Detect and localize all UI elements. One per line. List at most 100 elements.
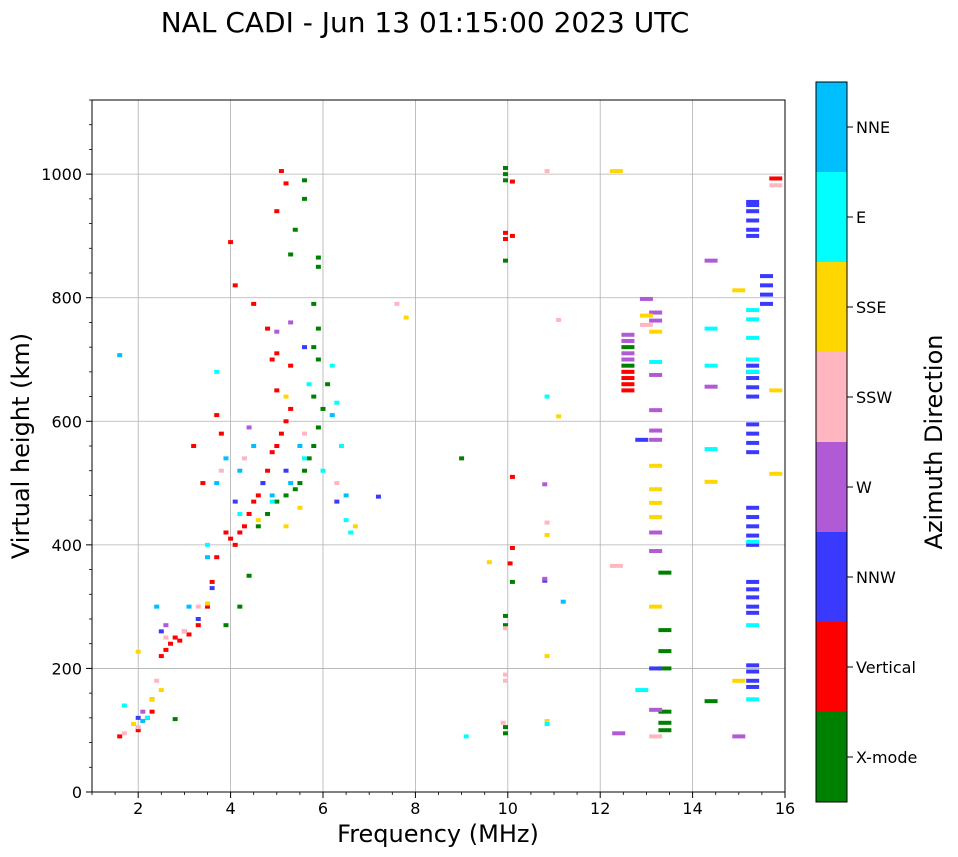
data-point-vertical (502, 237, 508, 242)
data-point-e (214, 369, 220, 374)
data-point-vertical (255, 493, 261, 498)
colorbar-swatch-sse (816, 262, 847, 352)
data-point-x-mode (292, 487, 298, 492)
data-point-nnw (649, 666, 663, 671)
data-point-ssw (334, 481, 340, 486)
data-point-w (621, 338, 635, 343)
data-point-nnw (746, 394, 760, 399)
data-point-vertical (218, 431, 224, 436)
data-point-sse (283, 394, 289, 399)
data-point-w (649, 310, 663, 315)
data-point-x-mode (621, 363, 635, 368)
data-point-nnw (746, 505, 760, 510)
data-point-e (144, 715, 150, 720)
data-point-vertical (237, 530, 243, 535)
data-point-nnw (334, 499, 340, 504)
data-point-nne (154, 604, 160, 609)
data-point-sse (255, 518, 261, 523)
data-point-sse (649, 515, 663, 520)
data-point-w (274, 329, 280, 334)
data-point-e (544, 394, 550, 399)
data-point-sse (649, 500, 663, 505)
data-point-nnw (302, 345, 308, 350)
data-point-nnw (158, 629, 164, 634)
data-point-sse (544, 532, 550, 537)
data-point-e (746, 623, 760, 628)
data-point-w (621, 332, 635, 337)
data-point-nne (117, 353, 123, 358)
data-point-sse (556, 414, 562, 419)
colorbar-label-w: W (856, 478, 872, 497)
data-point-sse (704, 479, 718, 484)
data-point-nnw (746, 684, 760, 689)
data-point-nnw (746, 669, 760, 674)
data-point-w (639, 296, 653, 301)
data-point-e (343, 518, 349, 523)
data-point-nnw (209, 586, 215, 591)
data-point-vertical (228, 240, 234, 245)
data-point-sse (403, 315, 409, 320)
data-point-vertical (509, 545, 515, 550)
colorbar-label-sse: SSE (856, 298, 886, 317)
data-point-sse (649, 329, 663, 334)
colorbar-swatch-e (816, 172, 847, 262)
data-point-ssw (163, 635, 169, 640)
data-point-nnw (760, 274, 774, 279)
data-point-sse (769, 471, 783, 476)
data-point-sse (158, 688, 164, 693)
data-point-vertical (509, 233, 515, 238)
data-point-ssw (121, 731, 127, 736)
data-point-x-mode (306, 456, 312, 461)
data-point-vertical (265, 468, 271, 473)
data-point-vertical (186, 632, 192, 637)
data-point-e (746, 539, 760, 544)
data-point-x-mode (658, 720, 672, 725)
data-point-x-mode (502, 178, 508, 183)
data-point-nne (288, 481, 294, 486)
data-point-w (542, 576, 548, 581)
data-point-sse (149, 697, 155, 702)
data-point-vertical (288, 406, 294, 411)
x-tick-label: 8 (410, 799, 420, 818)
y-tick-label: 400 (51, 536, 82, 555)
colorbar-label-x-mode: X-mode (856, 748, 917, 767)
data-point-vertical (274, 209, 280, 214)
data-point-w (542, 482, 548, 487)
data-point-nnw (760, 283, 774, 288)
data-point-e (704, 326, 718, 331)
data-point-vertical (232, 283, 238, 288)
data-point-x-mode (502, 172, 508, 177)
data-point-nnw (746, 587, 760, 592)
data-point-nnw (746, 385, 760, 390)
data-point-nne (205, 555, 210, 560)
data-point-ssw (218, 468, 224, 473)
data-point-nnw (746, 542, 760, 547)
data-point-w (649, 437, 663, 442)
data-point-vertical (117, 734, 123, 739)
data-point-nne (297, 444, 303, 448)
data-point-vertical (177, 638, 183, 643)
data-point-vertical (507, 561, 513, 566)
data-point-sse (486, 560, 492, 565)
data-point-x-mode (265, 511, 271, 516)
data-point-sse (649, 604, 663, 609)
data-point-w (246, 425, 252, 430)
data-point-e (338, 444, 344, 448)
data-point-vertical (274, 351, 280, 356)
data-point-w (163, 623, 169, 628)
data-point-vertical (214, 555, 220, 560)
data-point-sse (352, 524, 358, 529)
data-point-ssw (500, 720, 506, 725)
data-point-w (704, 384, 718, 389)
data-point-e (320, 468, 326, 473)
data-point-x-mode (311, 345, 317, 350)
data-point-sse (297, 505, 303, 510)
data-point-nnw (746, 422, 760, 427)
data-point-x-mode (311, 301, 317, 306)
x-tick-label: 2 (133, 799, 143, 818)
data-point-x-mode (311, 444, 317, 448)
data-point-vertical (274, 388, 280, 393)
data-point-nnw (135, 715, 141, 720)
data-point-vertical (509, 474, 515, 479)
data-point-ssw (556, 317, 562, 322)
